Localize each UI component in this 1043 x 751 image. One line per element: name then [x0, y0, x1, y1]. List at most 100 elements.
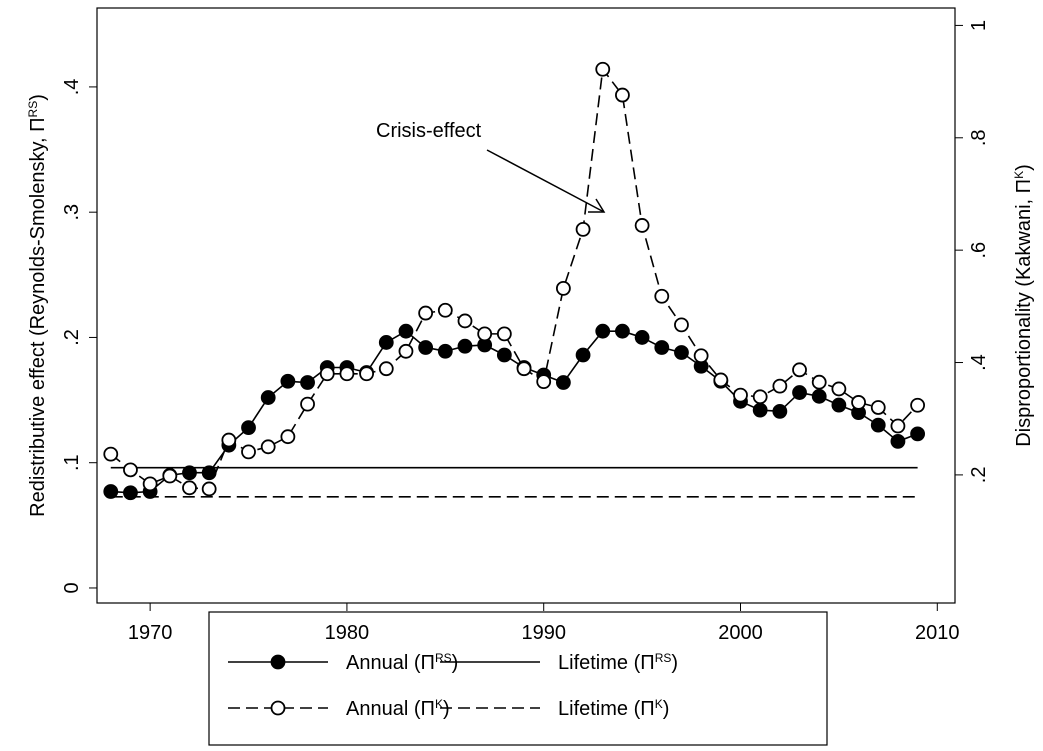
point: [359, 366, 375, 382]
x-tick-label: 2000: [718, 622, 763, 644]
point: [182, 480, 197, 496]
y-tick-label: 0: [61, 582, 83, 593]
point: [851, 395, 866, 410]
y2-tick-label: .8: [968, 129, 990, 146]
point: [241, 444, 256, 460]
point: [260, 439, 276, 455]
point: [693, 348, 709, 364]
point: [910, 397, 926, 413]
annotation-arrow: [486, 149, 605, 213]
point: [418, 305, 434, 321]
point: [772, 403, 788, 419]
legend-box: [208, 611, 828, 746]
legend-marker: [270, 700, 286, 716]
point: [615, 87, 630, 103]
point: [437, 343, 453, 359]
point: [162, 468, 178, 484]
x-tick-label: 2010: [915, 622, 960, 644]
y2-tick-label: .4: [968, 354, 990, 371]
y2-tick-label: .2: [968, 467, 990, 484]
point: [870, 417, 886, 433]
point: [752, 389, 768, 405]
point: [674, 345, 689, 360]
point: [654, 288, 670, 304]
point: [674, 317, 689, 333]
point: [792, 385, 807, 400]
point: [752, 402, 768, 418]
point: [516, 361, 532, 377]
y2-axis-title: Disproportionality (Kakwani, ΠK): [1012, 164, 1035, 447]
point: [496, 347, 512, 363]
point: [890, 434, 906, 449]
annotation: Crisis-effect: [376, 120, 482, 142]
legend-label: Lifetime (ΠK): [558, 697, 669, 720]
point: [811, 374, 827, 390]
point: [536, 374, 552, 390]
point: [890, 418, 906, 434]
point: [811, 388, 827, 404]
point: [831, 397, 847, 413]
point: [615, 323, 630, 339]
point: [634, 218, 650, 233]
arrow-head: [588, 198, 606, 213]
point: [496, 326, 512, 342]
point: [300, 396, 315, 412]
point: [575, 221, 591, 237]
legend-marker: [270, 654, 286, 670]
x-tick-label: 1980: [325, 622, 370, 644]
x-tick-label: 1990: [521, 622, 566, 644]
point: [103, 446, 119, 462]
point: [319, 366, 335, 382]
point: [339, 366, 355, 382]
point: [792, 362, 807, 378]
y-tick-label: .1: [61, 454, 83, 471]
legend-label: Lifetime (ΠRS): [558, 651, 678, 674]
point: [575, 347, 591, 363]
point: [123, 462, 138, 478]
point: [713, 372, 729, 388]
point: [241, 420, 256, 436]
point: [595, 61, 611, 77]
point: [201, 481, 217, 497]
point: [772, 378, 788, 394]
point: [457, 338, 473, 354]
point: [555, 280, 571, 296]
point: [280, 429, 296, 445]
series-line: [110, 330, 918, 494]
point: [654, 340, 670, 355]
point: [457, 313, 473, 329]
y-tick-label: .2: [61, 329, 83, 346]
point: [437, 302, 453, 318]
y2-tick-label: 1: [968, 20, 990, 31]
point: [398, 323, 414, 339]
point: [260, 390, 276, 405]
point: [910, 426, 926, 442]
series-line: [110, 67, 919, 490]
point: [182, 465, 197, 481]
y-tick-label: .4: [61, 79, 83, 96]
point: [634, 330, 650, 345]
point: [280, 373, 296, 389]
point: [398, 343, 414, 359]
y2-tick-label: .6: [968, 242, 990, 259]
point: [378, 335, 394, 350]
legend-label: Annual (ΠRS): [346, 651, 458, 674]
point: [555, 375, 571, 390]
point: [103, 484, 119, 499]
point: [418, 340, 434, 355]
point: [733, 387, 748, 403]
point: [142, 476, 158, 492]
legend-label: Annual (ΠK): [346, 697, 450, 720]
x-tick-label: 1970: [128, 622, 173, 644]
point: [595, 323, 611, 339]
y-tick-label: .3: [61, 204, 83, 221]
point: [870, 400, 886, 415]
point: [378, 361, 394, 377]
plot-frame: [96, 7, 956, 604]
point: [831, 381, 847, 397]
point: [221, 432, 237, 448]
y-axis-title: Redistributive effect (Reynolds-Smolensk…: [26, 94, 49, 517]
point: [477, 326, 493, 342]
point: [300, 375, 315, 390]
